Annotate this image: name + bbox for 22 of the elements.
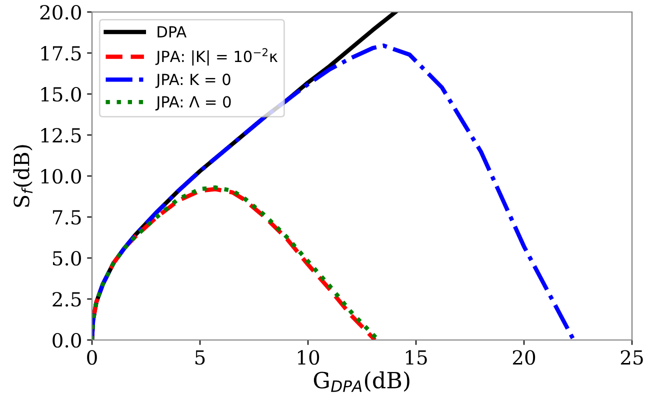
y-tick-label: 10.0	[41, 168, 81, 184]
x-tick-label: 10	[298, 350, 320, 365]
y-tick-label: 7.5	[52, 210, 81, 225]
x-tick-label: 0	[87, 350, 97, 365]
line-series	[92, 44, 576, 340]
x-tick-label: 25	[620, 350, 643, 365]
y-tick-label: 17.5	[41, 46, 81, 61]
y-tick-label: 12.5	[41, 128, 81, 143]
y-tick-label: 20.0	[40, 4, 81, 20]
y-axis-title: S$_{f}$(dB)	[13, 145, 33, 207]
legend-label: JPA: K = 0	[155, 74, 230, 88]
legend-label: JPA: Λ = 0	[155, 96, 231, 110]
x-tick-label: 5	[195, 350, 205, 365]
y-tick-label: 15.0	[41, 86, 81, 102]
y-tick-label: 2.5	[52, 292, 81, 307]
legend-label: JPA: |K| = 10$^{−2}$κ	[155, 48, 278, 66]
legend-label: DPA	[158, 26, 186, 38]
x-tick-label: 15	[406, 350, 427, 365]
y-tick-label: 0.0	[52, 332, 81, 348]
y-tick-label: 5.0	[53, 250, 81, 266]
x-axis-title: G$_{DPA}$(dB)	[314, 371, 410, 392]
x-tick-label: 20	[512, 350, 536, 365]
